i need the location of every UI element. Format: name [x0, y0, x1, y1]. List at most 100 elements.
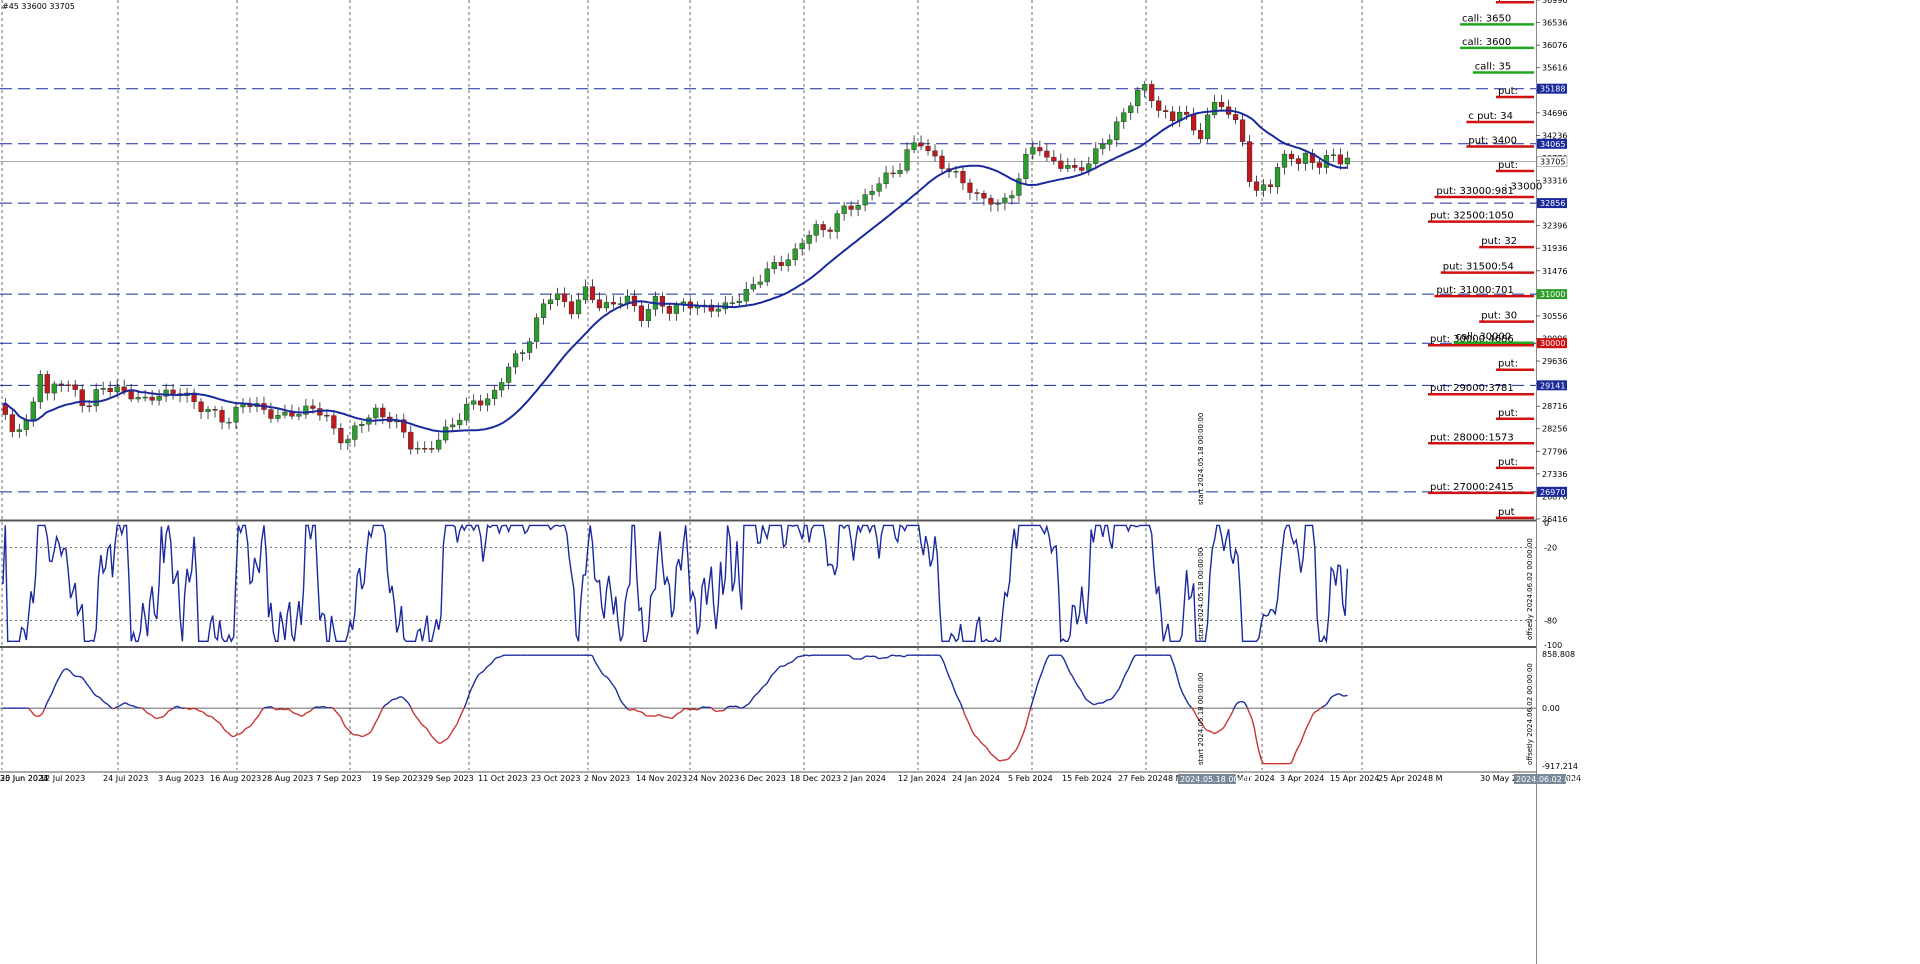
osc2-segment [214, 719, 218, 722]
candle-body [743, 288, 749, 302]
candle-body [310, 405, 316, 409]
time-label: 16 Aug 2023 [210, 774, 261, 783]
osc2-segment [776, 666, 780, 671]
candle-body [715, 308, 721, 312]
osc2-segment [189, 708, 192, 711]
candle-body [561, 293, 568, 302]
price-tick-label: 28716 [1542, 402, 1567, 411]
osc2-segment [1025, 716, 1029, 726]
osc2-segment [289, 709, 293, 713]
osc2-segment [298, 714, 302, 717]
candle-body [1114, 121, 1120, 141]
osc2-segment [659, 714, 663, 717]
osc2-segment [449, 730, 454, 735]
osc2-segment [105, 702, 109, 706]
candle-body [764, 268, 770, 283]
osc2-segment [881, 657, 884, 659]
osc2-segment [1130, 658, 1134, 665]
osc2-segment [1328, 697, 1332, 702]
osc2-segment [480, 671, 484, 674]
candle-body [65, 384, 71, 386]
osc2-segment [627, 708, 631, 711]
osc2-segment [1311, 711, 1316, 716]
osc2-segment [489, 661, 493, 666]
osc2-segment [128, 704, 132, 707]
candle-body [1246, 141, 1253, 182]
candle-body [142, 396, 148, 399]
osc2-segment [133, 705, 137, 708]
osc2-segment [1022, 725, 1027, 734]
price-tick-label: 31476 [1542, 267, 1567, 276]
candle-body [1281, 153, 1288, 168]
osc2-segment [147, 712, 151, 715]
osc2-segment [28, 707, 32, 712]
osc2-segment [470, 683, 475, 690]
osc1-tick-label: -20 [1544, 543, 1557, 552]
level-badge [1537, 138, 1567, 149]
osc2-segment [1330, 695, 1334, 699]
osc2-segment [948, 676, 952, 682]
osc2-segment [1242, 700, 1246, 704]
candle-body [37, 374, 43, 403]
candle-body [589, 286, 596, 300]
time-label: 12 Jul 2023 [40, 774, 85, 783]
osc2-segment [235, 733, 239, 736]
candle-body [1121, 112, 1127, 122]
time-label: 28 Aug 2023 [262, 774, 313, 783]
osc2-segment [368, 730, 372, 735]
osc2-segment [862, 655, 866, 659]
osc2-segment [67, 669, 72, 673]
osc2-segment [412, 711, 417, 717]
candle-body [1302, 153, 1309, 164]
osc2-segment [801, 654, 805, 657]
osc2-segment [748, 700, 752, 705]
osc2-segment [1253, 727, 1258, 741]
end-marker-label: offsetly 2024.06.02 00:00:00 [1526, 663, 1534, 765]
osc2-segment [739, 707, 742, 710]
osc2-segment [676, 712, 680, 716]
candle-body [422, 447, 428, 450]
osc2-tick-label: 858.808 [1542, 650, 1575, 659]
osc2-segment [1076, 684, 1081, 689]
osc2-segment [30, 710, 34, 715]
osc2-segment [683, 707, 686, 711]
osc2-segment [666, 716, 670, 719]
osc2-segment [1293, 750, 1297, 758]
osc2-segment [154, 717, 157, 720]
osc2-segment [874, 655, 878, 659]
osc2-segment [210, 715, 213, 718]
option-label: put: [1498, 408, 1518, 419]
osc2-segment [1174, 668, 1178, 678]
price-tick-label: 29636 [1542, 357, 1567, 366]
osc2-segment [51, 687, 55, 694]
candle-body [575, 299, 582, 315]
osc2-segment [1034, 684, 1039, 693]
candle-body [1239, 119, 1246, 142]
candle-body [429, 448, 435, 450]
osc2-segment [974, 734, 978, 738]
osc2-segment [1039, 671, 1043, 679]
osc2-segment [501, 654, 505, 657]
osc2-tick-label: -917.214 [1542, 762, 1578, 771]
osc2-segment [755, 692, 759, 696]
osc2-segment [1178, 685, 1183, 693]
osc2-segment [424, 726, 428, 730]
candle-body [834, 213, 840, 232]
osc2-segment [499, 655, 502, 658]
osc2-segment [950, 681, 955, 689]
osc2-segment [743, 704, 747, 708]
option-label: put: 31000:701 [1436, 285, 1513, 296]
osc2-segment [177, 705, 181, 709]
candle-body [331, 415, 337, 429]
osc2-segment [391, 698, 395, 701]
level-badge [1537, 83, 1567, 94]
osc2-segment [624, 705, 628, 710]
osc2-segment [966, 720, 971, 726]
time-label: 24 Jul 2023 [103, 774, 148, 783]
osc2-segment [1116, 688, 1120, 693]
level-badge-label: 29141 [1540, 381, 1565, 390]
candle-body [1065, 165, 1071, 169]
osc2-segment [407, 702, 412, 708]
osc2-segment [1221, 726, 1225, 731]
